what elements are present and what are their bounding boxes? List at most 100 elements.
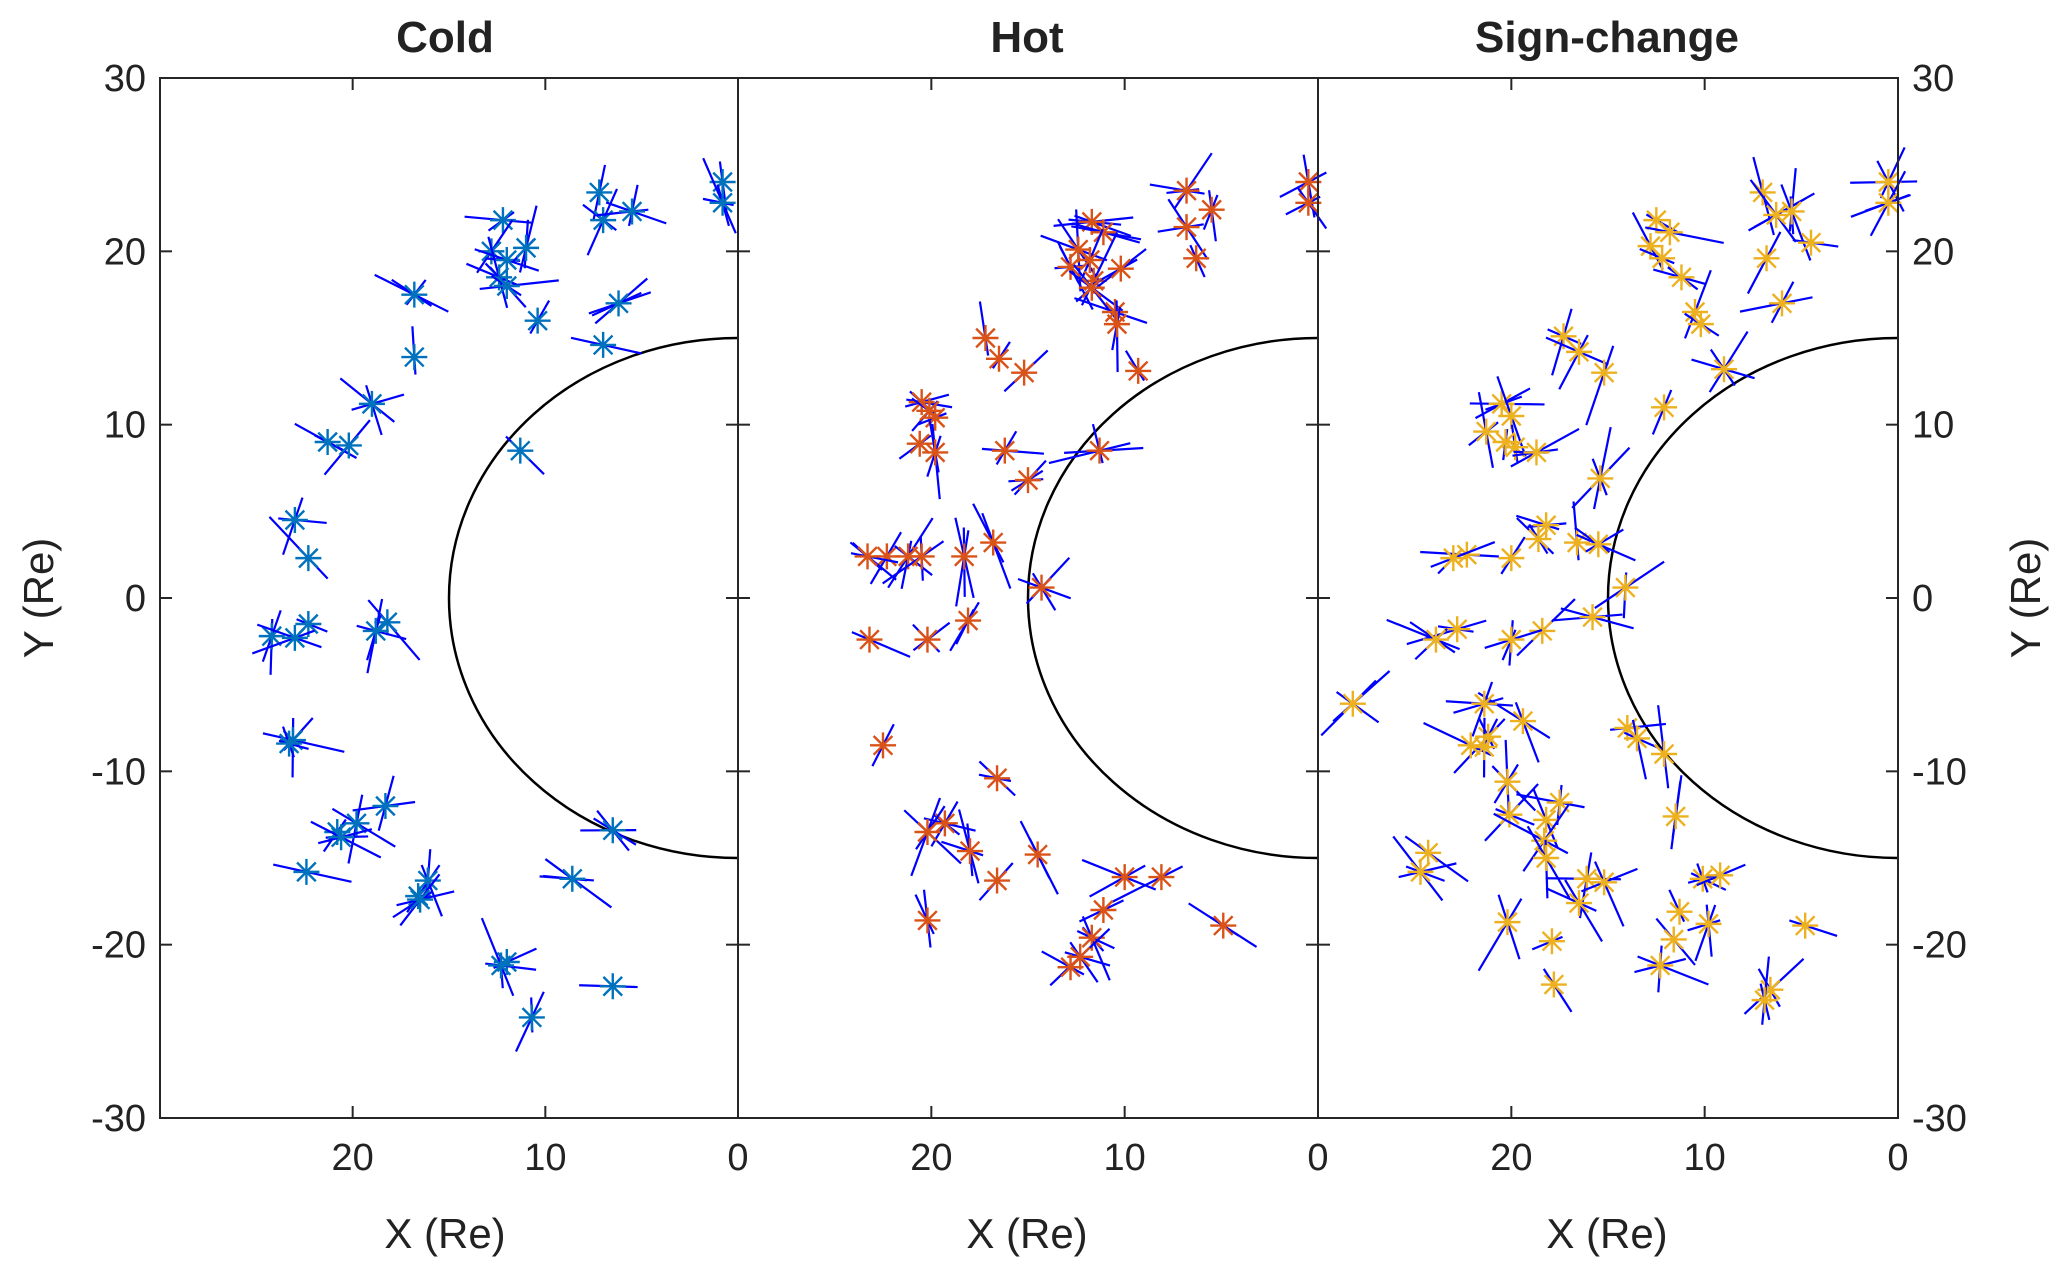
data-point-marker [1494, 909, 1521, 936]
vector-line [1694, 904, 1717, 962]
data-point-marker [295, 545, 322, 572]
data-point-marker [1494, 768, 1521, 795]
vector-line [479, 279, 559, 291]
data-point-marker [914, 626, 941, 653]
data-point-marker [1757, 976, 1784, 1003]
data-point-marker [1778, 198, 1805, 225]
data-point-marker [1538, 928, 1565, 955]
panel-title-hot: Hot [990, 13, 1064, 62]
y-tick-label: -20 [1912, 925, 1967, 967]
data-point-marker [1498, 403, 1525, 429]
data-point-marker [1533, 806, 1560, 833]
vector-line [480, 917, 515, 997]
data-point-marker [1078, 274, 1105, 301]
data-point-marker [1668, 264, 1695, 291]
vector-line [1564, 879, 1603, 943]
data-point-marker [1024, 841, 1051, 868]
data-point-marker [1769, 290, 1795, 317]
vector-line [1041, 950, 1085, 976]
data-point-marker [362, 617, 389, 644]
x-tick-label: 20 [1490, 1137, 1532, 1179]
vector-line [1585, 345, 1615, 426]
data-point-marker [374, 609, 401, 636]
data-point-marker [1637, 233, 1664, 260]
data-point-marker [1080, 267, 1107, 294]
data-point-marker [1295, 169, 1322, 195]
vector-line [1514, 702, 1540, 763]
data-point-marker [1111, 864, 1138, 891]
data-point-marker [1011, 359, 1038, 386]
data-point-marker [1492, 429, 1519, 455]
vector-line [1671, 775, 1683, 838]
data-point-marker [1614, 715, 1641, 741]
data-point-marker [986, 345, 1012, 372]
data-point-marker [1587, 465, 1614, 492]
data-point-marker [856, 626, 883, 653]
data-point-marker [493, 949, 520, 975]
data-point-marker [1067, 943, 1094, 970]
data-point-marker [1753, 245, 1780, 272]
y-tick-label: -30 [91, 1098, 146, 1140]
data-point-marker [972, 325, 999, 351]
data-point-marker [489, 207, 516, 234]
data-point-marker [1573, 865, 1600, 892]
vector-line [1453, 697, 1504, 714]
x-tick-label: 0 [727, 1137, 748, 1179]
vector-line [1651, 389, 1673, 435]
data-point-marker [870, 732, 896, 759]
vector-line [396, 890, 455, 907]
vector-line [1789, 919, 1838, 938]
x-tick-label: 0 [1887, 1137, 1908, 1179]
y-tick-label: -10 [1912, 751, 1967, 793]
data-point-marker [1295, 189, 1322, 216]
data-point-marker [1662, 803, 1689, 830]
data-point-marker [709, 169, 736, 195]
data-point-marker [1523, 439, 1550, 466]
vector-line [365, 384, 383, 436]
vector-line [1687, 919, 1721, 932]
data-point-marker [1498, 545, 1525, 572]
data-point-marker [1550, 323, 1577, 350]
y-tick-label: -30 [1912, 1098, 1967, 1140]
vector-line [1386, 618, 1461, 651]
vector-line [1173, 152, 1213, 210]
data-point-marker [335, 432, 362, 459]
boundary-semicircle [447, 336, 739, 860]
data-point-marker [1453, 541, 1480, 568]
vector-line [900, 540, 913, 590]
data-point-marker [281, 507, 308, 533]
data-point-marker [1415, 839, 1442, 866]
data-point-marker [1090, 219, 1117, 246]
vector-line [1526, 825, 1571, 899]
vector-line [518, 205, 538, 273]
data-point-marker [1566, 890, 1592, 917]
data-point-marker [559, 865, 586, 892]
vector-line [392, 890, 434, 919]
data-point-marker [343, 810, 370, 837]
vector-line [1560, 607, 1634, 630]
data-point-marker [1498, 626, 1525, 653]
vector-line [466, 262, 518, 286]
data-point-marker [1125, 357, 1152, 384]
data-point-marker [951, 543, 978, 570]
y-tick-label: 0 [125, 578, 146, 620]
data-point-marker [984, 867, 1011, 894]
vector-line [420, 864, 443, 917]
vector-line [1089, 864, 1146, 898]
data-point-marker [1651, 394, 1678, 421]
data-point-marker [1566, 338, 1592, 365]
data-point-marker [1076, 247, 1103, 273]
vector-line [955, 608, 975, 645]
data-point-marker [590, 207, 617, 234]
data-point-marker [488, 952, 515, 979]
vector-line [1285, 195, 1321, 216]
vector-line [1081, 858, 1157, 891]
data-point-marker [984, 765, 1011, 792]
data-point-marker [524, 307, 551, 334]
vector-line [296, 618, 328, 633]
data-point-marker [914, 907, 941, 934]
data-point-marker [1591, 359, 1618, 386]
data-point-marker [507, 437, 534, 464]
data-point-marker [709, 189, 736, 216]
